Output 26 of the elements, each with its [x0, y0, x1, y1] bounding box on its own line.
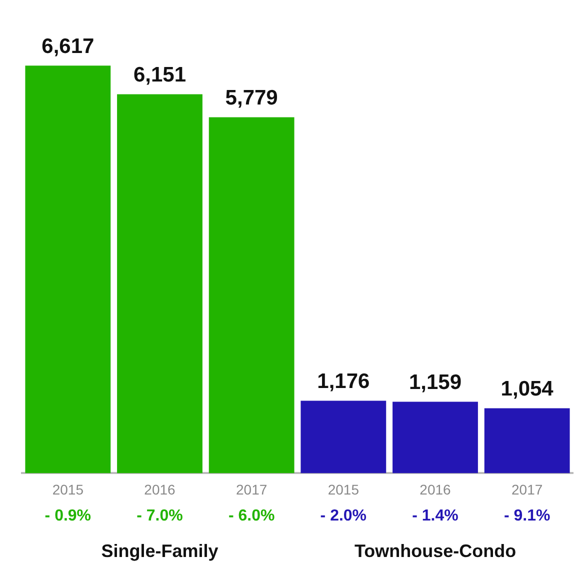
data-label: 1,176: [317, 370, 370, 394]
x-tick-label: 2015: [328, 481, 360, 498]
x-tick-label: 2015: [52, 481, 84, 498]
text: Single-Family: [101, 541, 218, 562]
text: - 6.0%: [228, 508, 275, 525]
data-label: 6,617: [42, 34, 94, 58]
text: - 7.0%: [136, 508, 183, 525]
x-tick-label: 2016: [144, 481, 176, 498]
bar: [117, 94, 202, 474]
text: - 9.1%: [504, 508, 550, 525]
data-label: 1,159: [408, 371, 462, 394]
bar: [392, 402, 478, 474]
data-label: 6,151: [133, 64, 186, 87]
x-tick-label: 2016: [420, 481, 452, 498]
x-tick-label: 2017: [512, 481, 543, 498]
bar: [300, 400, 386, 474]
text: - 0.9%: [44, 508, 92, 525]
bar: [208, 117, 294, 474]
text: Townhouse-Condo: [354, 541, 516, 562]
bar: [484, 408, 570, 474]
text: - 2.0%: [320, 508, 367, 525]
text: - 1.4%: [412, 508, 458, 525]
x-tick-label: 2017: [236, 481, 268, 498]
data-label: 1,054: [500, 378, 554, 401]
bar: [25, 66, 111, 474]
data-label: 5,779: [225, 86, 278, 110]
